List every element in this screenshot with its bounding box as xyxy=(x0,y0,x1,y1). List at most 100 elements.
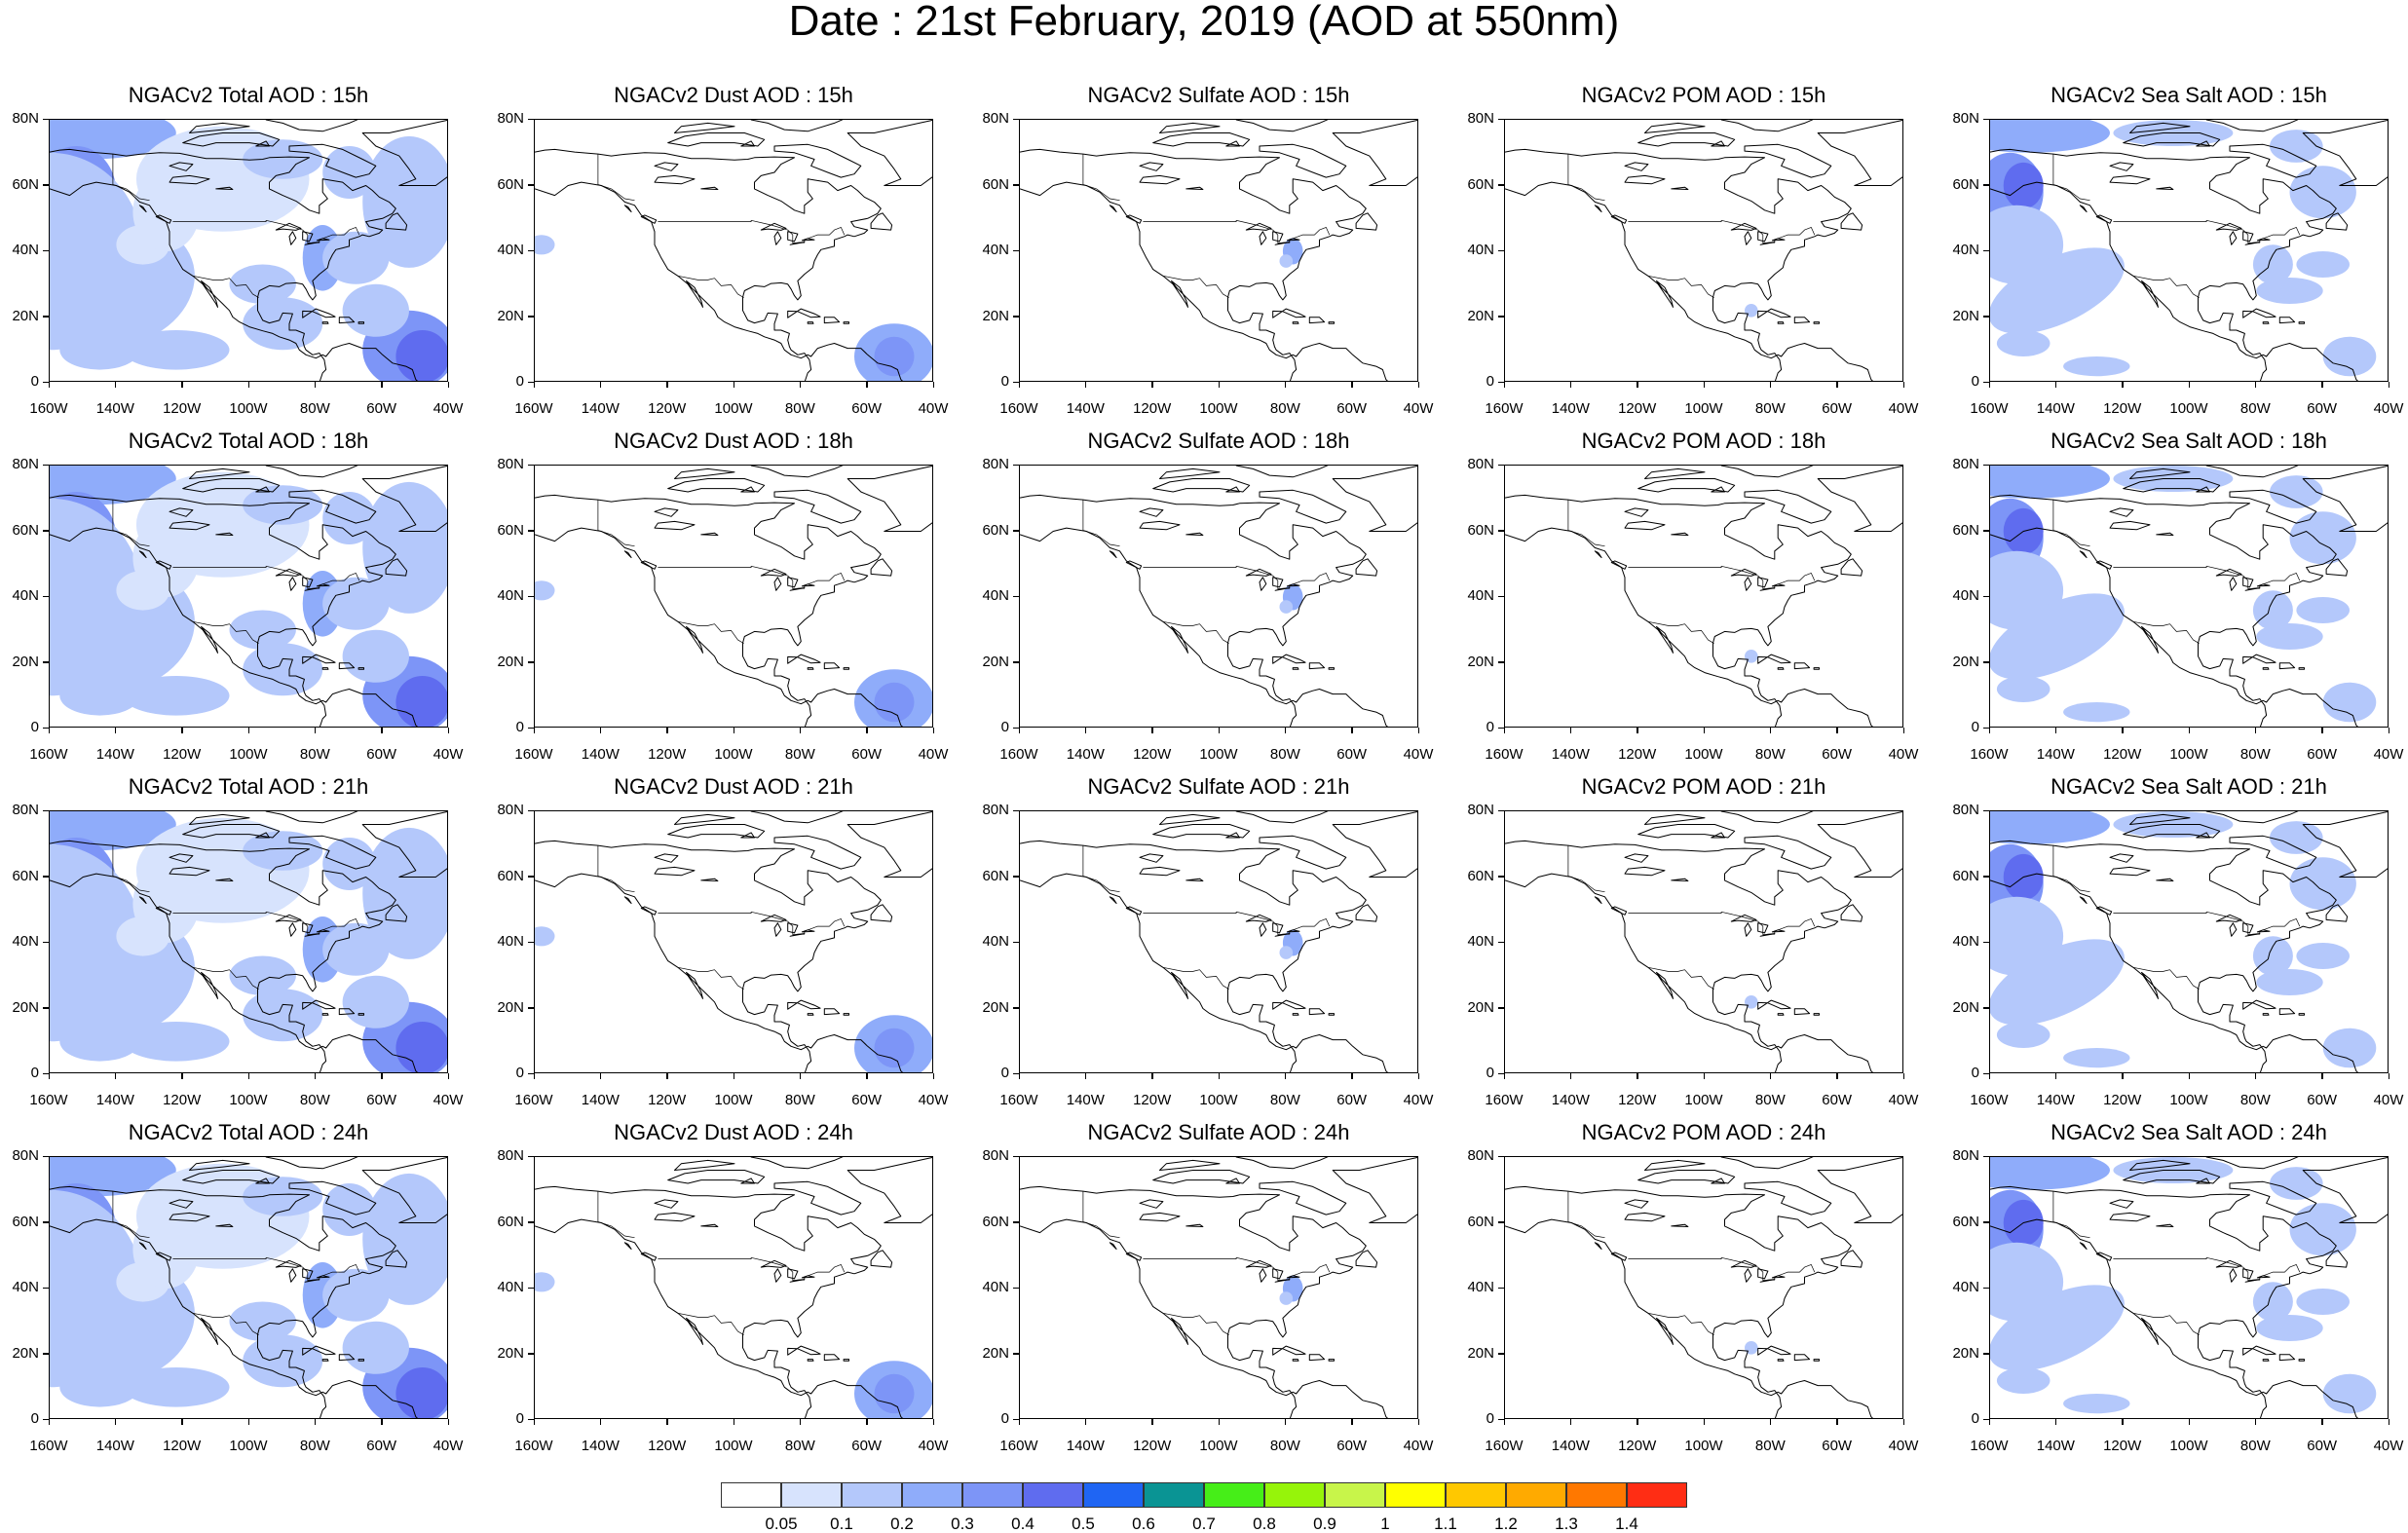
lon-tick-label: 80W xyxy=(1754,400,1786,417)
lon-tick-label: 40W xyxy=(1888,400,1919,417)
lake-outline xyxy=(2244,1279,2261,1283)
aod-region xyxy=(362,481,447,614)
country-border xyxy=(658,219,846,243)
lake-outline xyxy=(801,583,815,587)
island-outline xyxy=(787,308,821,318)
lon-tick xyxy=(599,1419,602,1425)
lake-outline xyxy=(288,231,297,245)
colorbar-swatch xyxy=(1144,1482,1204,1508)
map-canvas xyxy=(50,120,447,381)
country-border xyxy=(1647,620,1714,644)
island-outline xyxy=(787,999,821,1010)
map-frame xyxy=(1019,465,1418,728)
lat-tick-label: 40N xyxy=(497,933,524,950)
island-outline xyxy=(1125,560,1143,570)
lon-tick-label: 80W xyxy=(1754,746,1786,763)
colorbar-label: 0.3 xyxy=(951,1514,974,1533)
lon-tick-label: 80W xyxy=(2239,1092,2271,1108)
lon-tick xyxy=(181,1419,183,1425)
country-border xyxy=(2052,1191,2090,1239)
lon-tick xyxy=(447,728,449,733)
lon-tick-label: 40W xyxy=(1403,1438,1434,1454)
lake-outline xyxy=(654,507,679,517)
island-outline xyxy=(1757,654,1791,664)
lon-tick-label: 40W xyxy=(2373,1092,2404,1108)
lake-outline xyxy=(215,1223,234,1227)
lon-tick xyxy=(181,728,183,733)
lon-tick-label: 40W xyxy=(433,400,464,417)
map-frame xyxy=(1504,465,1903,728)
map-frame xyxy=(49,119,448,382)
lat-tick-label: 40N xyxy=(12,1279,39,1295)
island-outline xyxy=(870,904,893,922)
lake-outline xyxy=(215,532,234,536)
island-outline xyxy=(2298,1359,2305,1362)
island-outline xyxy=(1272,1345,1306,1356)
island-outline xyxy=(155,1252,172,1261)
lat-tick xyxy=(1983,316,1989,318)
lat-tick xyxy=(1983,118,1989,120)
country-border xyxy=(192,1312,259,1335)
aod-region xyxy=(2256,1315,2323,1341)
lon-tick-label: 140W xyxy=(1551,1438,1590,1454)
island-outline xyxy=(870,212,893,231)
lake-outline xyxy=(275,222,302,231)
aod-region xyxy=(395,330,447,381)
lon-tick-label: 140W xyxy=(581,746,620,763)
lon-tick-label: 100W xyxy=(229,400,268,417)
aod-region xyxy=(123,1367,230,1407)
lake-outline xyxy=(789,933,806,937)
lon-tick-label: 120W xyxy=(1133,1438,1172,1454)
lon-tick xyxy=(2321,1073,2323,1079)
lon-tick xyxy=(599,1073,602,1079)
lon-tick-label: 120W xyxy=(1133,746,1172,763)
island-outline xyxy=(338,1354,356,1362)
lon-tick xyxy=(1151,382,1153,388)
island-outline xyxy=(138,205,147,212)
lon-tick-label: 120W xyxy=(163,1438,202,1454)
lake-outline xyxy=(2156,1223,2174,1227)
map-canvas xyxy=(535,120,932,381)
island-outline xyxy=(1813,667,1820,670)
island-outline xyxy=(1308,1008,1326,1016)
lat-tick xyxy=(1013,118,1019,120)
lake-outline xyxy=(1185,532,1204,536)
island-outline xyxy=(1308,317,1326,324)
lon-tick xyxy=(533,1073,535,1079)
lat-tick-label: 60N xyxy=(1952,175,1979,193)
aod-region xyxy=(2322,682,2377,723)
lon-tick-label: 160W xyxy=(29,746,68,763)
lon-tick xyxy=(2054,1419,2057,1425)
lon-tick xyxy=(2188,728,2190,733)
lat-tick xyxy=(1013,595,1019,597)
lon-tick-label: 160W xyxy=(1970,1092,2009,1108)
lon-tick-label: 120W xyxy=(2103,746,2142,763)
lake-outline xyxy=(2215,568,2242,577)
country-border xyxy=(658,565,846,589)
lat-tick-label: 80N xyxy=(12,802,39,818)
aod-region xyxy=(2063,1394,2130,1414)
coastlines xyxy=(50,1157,447,1418)
lat-tick-label: 80N xyxy=(497,110,524,127)
lon-tick xyxy=(114,728,117,733)
island-outline xyxy=(255,832,270,839)
map-frame xyxy=(1989,1156,2389,1419)
lon-tick-label: 100W xyxy=(1684,746,1723,763)
aod-field xyxy=(1279,1275,1303,1305)
lake-outline xyxy=(169,162,194,171)
colorbar-swatch xyxy=(1627,1482,1687,1508)
lon-tick-label: 80W xyxy=(2239,400,2271,417)
aod-region xyxy=(2296,251,2350,278)
lon-tick xyxy=(533,382,535,388)
lake-outline xyxy=(2244,933,2261,937)
aod-field xyxy=(535,1272,932,1418)
island-outline xyxy=(2205,1157,2299,1170)
lon-tick-label: 40W xyxy=(2373,746,2404,763)
island-outline xyxy=(623,1242,632,1250)
coastline xyxy=(1505,148,1873,381)
aod-field xyxy=(535,926,932,1072)
island-outline xyxy=(2095,560,2113,570)
colorbar-swatch xyxy=(1566,1482,1627,1508)
island-outline xyxy=(2242,654,2276,664)
lat-tick xyxy=(1013,464,1019,466)
